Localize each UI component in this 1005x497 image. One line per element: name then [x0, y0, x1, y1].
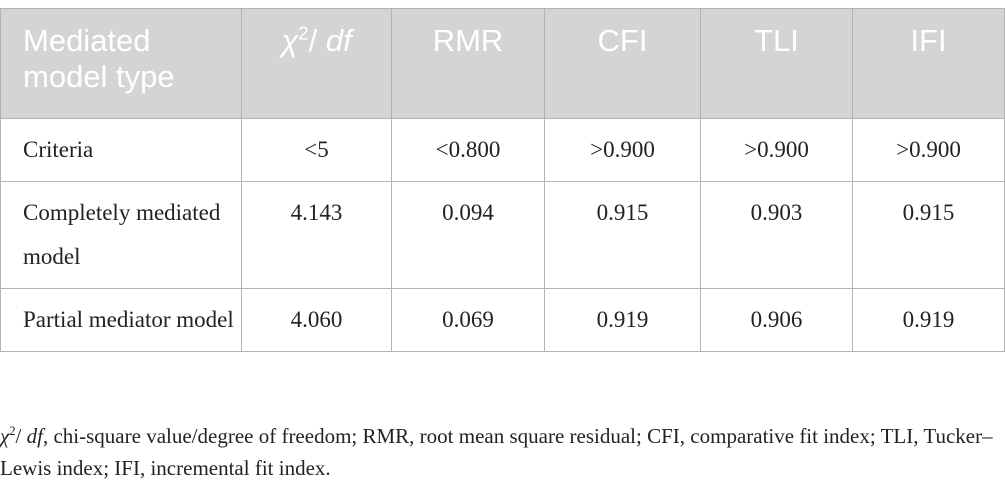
header-cell: χ2/ df — [241, 8, 392, 119]
header-cell: TLI — [700, 8, 853, 119]
table-cell: 0.094 — [391, 181, 545, 289]
table-cell: <5 — [241, 118, 392, 182]
table-cell: 0.919 — [544, 288, 701, 352]
table-cell: 0.915 — [544, 181, 701, 289]
superscript: 2 — [298, 22, 309, 44]
row-label: Criteria — [0, 118, 242, 182]
header-row: Mediated model type χ2/ df RMR CFI TLI I… — [0, 8, 1005, 119]
df-symbol: df — [26, 424, 43, 448]
table-row: Criteria <5 <0.800 >0.900 >0.900 >0.900 — [0, 118, 1005, 182]
superscript: 2 — [9, 424, 16, 438]
table-row: Partial mediator model 4.060 0.069 0.919 0.9… — [0, 288, 1005, 352]
table-header: Mediated model type χ2/ df RMR CFI TLI I… — [0, 8, 1005, 119]
header-cell: RMR — [391, 8, 545, 119]
table-body: Criteria <5 <0.800 >0.900 >0.900 >0.900 Comple… — [0, 118, 1005, 352]
chi-symbol: χ — [0, 424, 10, 448]
table-cell: <0.800 — [391, 118, 545, 182]
header-cell: Mediated model type — [0, 8, 242, 119]
header-cell: CFI — [544, 8, 701, 119]
fit-table: Mediated model type χ2/ df RMR CFI TLI I… — [0, 8, 1005, 352]
header-cell: IFI — [852, 8, 1005, 119]
slash: / — [308, 23, 326, 58]
table-cell: 0.069 — [391, 288, 545, 352]
table-cell: 4.143 — [241, 181, 392, 289]
table-cell: 0.906 — [700, 288, 853, 352]
row-label: Partial mediator model — [0, 288, 242, 352]
table-cell: >0.900 — [852, 118, 1005, 182]
footnote-text: , chi-square value/degree of freedom; RM… — [0, 424, 993, 480]
chi-symbol: χ — [281, 23, 299, 58]
table-cell: 0.903 — [700, 181, 853, 289]
table-cell: 0.919 — [852, 288, 1005, 352]
table-row: Completely mediated model 4.143 0.094 0.915… — [0, 181, 1005, 289]
slash: / — [15, 424, 27, 448]
table-cell: 0.915 — [852, 181, 1005, 289]
table-cell: 4.060 — [241, 288, 392, 352]
footnote: χ2/ df, chi-square value/degree of freed… — [0, 420, 1000, 484]
df-symbol: df — [325, 23, 352, 58]
table-cell: >0.900 — [700, 118, 853, 182]
table-cell: >0.900 — [544, 118, 701, 182]
row-label: Completely mediated model — [0, 181, 242, 289]
